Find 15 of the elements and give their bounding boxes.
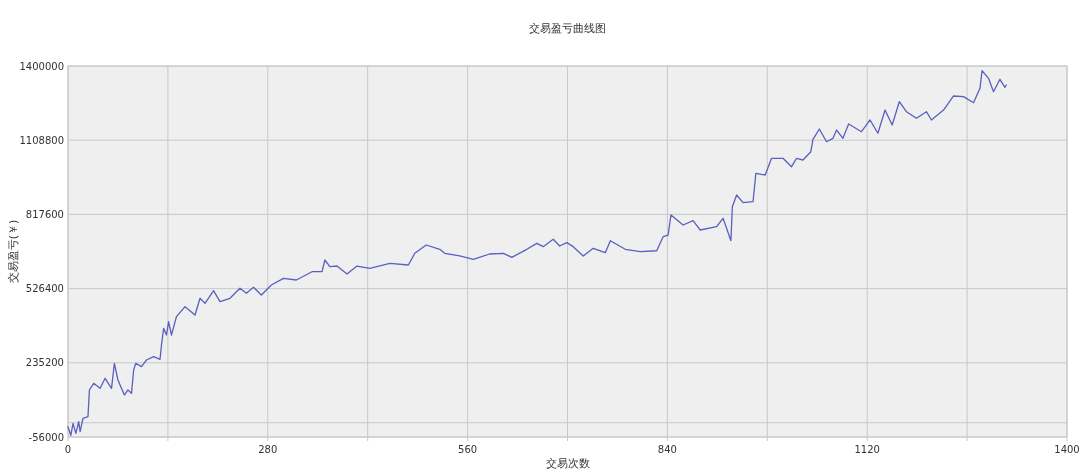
- x-tick-label: 1120: [854, 444, 880, 455]
- y-tick-label: 526400: [25, 283, 64, 295]
- x-axis-title: 交易次数: [545, 457, 590, 470]
- x-tick-label: 0: [64, 444, 72, 455]
- y-tick-label: 1400000: [19, 60, 64, 72]
- y-tick-label: 817600: [25, 208, 64, 220]
- x-tick-label: 280: [258, 444, 278, 455]
- chart-title: 交易盈亏曲线图: [529, 22, 606, 35]
- y-axis-title: 交易盈亏(￥): [7, 219, 20, 284]
- y-tick-label: 235200: [25, 357, 64, 369]
- x-tick-label: 560: [458, 444, 478, 455]
- x-tick-label: 1400: [1054, 444, 1080, 455]
- x-tick-label: 840: [657, 444, 677, 455]
- y-tick-label: -56000: [28, 431, 64, 443]
- y-tick-label: 1108800: [19, 134, 64, 146]
